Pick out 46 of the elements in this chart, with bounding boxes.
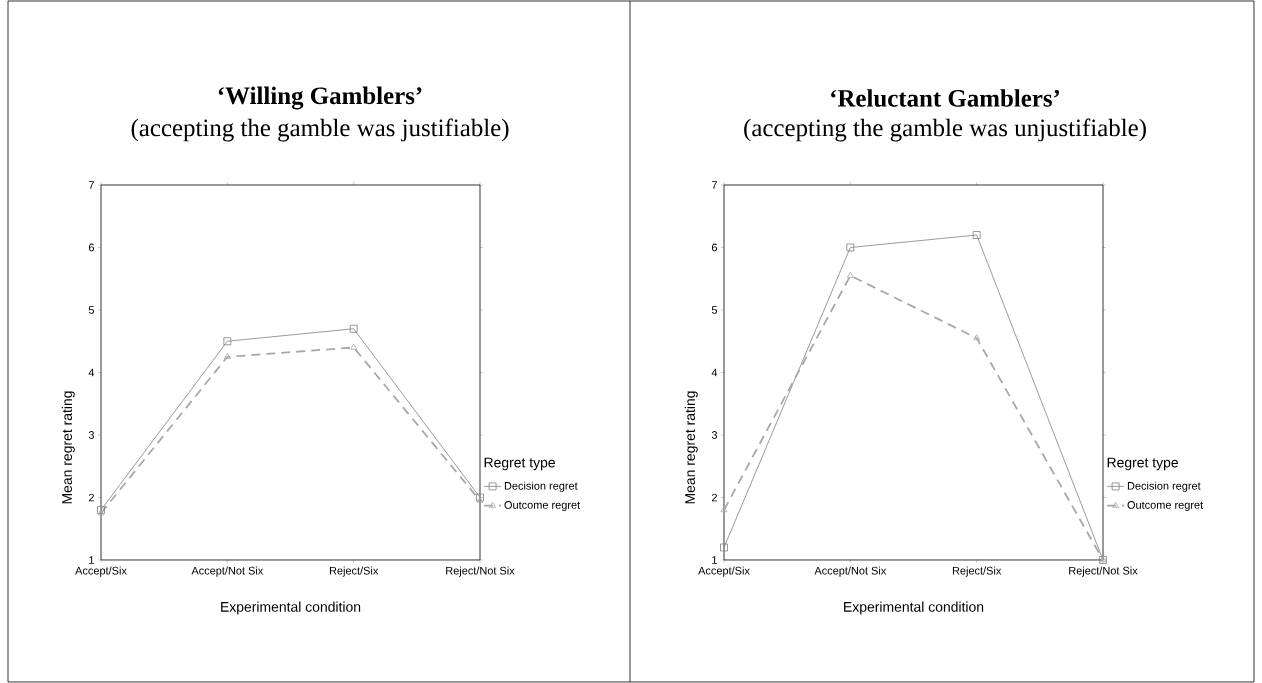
point <box>223 352 231 360</box>
chart-subtitle: (accepting the gamble was justifiable) <box>131 118 509 142</box>
y-tick-label: 4 <box>711 368 718 377</box>
y-tick-label: 3 <box>88 431 94 439</box>
y-tick-label: 1 <box>712 556 717 564</box>
x-tick-label: Accept/Not Six <box>191 566 264 577</box>
y-tick-label: 2 <box>711 493 717 502</box>
point <box>973 334 981 341</box>
x-tick-label: Reject/Not Six <box>446 566 515 577</box>
x-tick-label: Accept/Six <box>698 566 750 577</box>
point <box>720 543 728 552</box>
legend-title: Regret type <box>484 457 555 471</box>
point <box>846 271 854 278</box>
point <box>350 343 358 350</box>
y-tick-label: 5 <box>88 306 95 314</box>
point <box>720 506 728 513</box>
point <box>223 337 232 346</box>
y-tick-label: 7 <box>88 181 94 189</box>
x-tick-label: Accept/Not Six <box>814 566 887 577</box>
x-axis-title: Experimental condition <box>221 601 361 615</box>
point <box>846 243 855 252</box>
x-tick-label: Reject/Not Six <box>1069 566 1138 577</box>
point <box>972 231 981 239</box>
x-tick-label: Reject/Six <box>329 566 379 577</box>
legend-label: Decision regret <box>1127 481 1201 492</box>
y-axis-title: Mean regret rating <box>684 391 698 504</box>
x-tick-label: Accept/Six <box>75 566 127 577</box>
chart-title: ‘Reluctant Gamblers’ <box>831 89 1060 107</box>
legend-title: Regret type <box>1107 457 1178 471</box>
legend-label: Decision regret <box>504 481 578 492</box>
y-tick-label: 5 <box>711 306 718 314</box>
chart-title: ‘Willing Gamblers’ <box>218 86 422 110</box>
y-tick-label: 3 <box>711 431 718 439</box>
y-tick-label: 4 <box>88 368 95 377</box>
y-tick-label: 2 <box>88 493 94 502</box>
point <box>349 324 358 333</box>
x-tick-label: Reject/Six <box>952 566 1002 577</box>
x-axis-title: Experimental condition <box>844 601 984 615</box>
chart-subtitle: (accepting the gamble was unjustifiable) <box>744 118 1146 142</box>
y-tick-label: 6 <box>88 243 94 252</box>
legend-label: Outcome regret <box>1127 501 1204 512</box>
legend-label: Outcome regret <box>504 501 581 512</box>
y-axis-title: Mean regret rating <box>61 391 75 504</box>
y-tick-label: 1 <box>89 556 94 564</box>
y-tick-label: 7 <box>711 181 717 189</box>
y-tick-label: 6 <box>711 243 718 252</box>
